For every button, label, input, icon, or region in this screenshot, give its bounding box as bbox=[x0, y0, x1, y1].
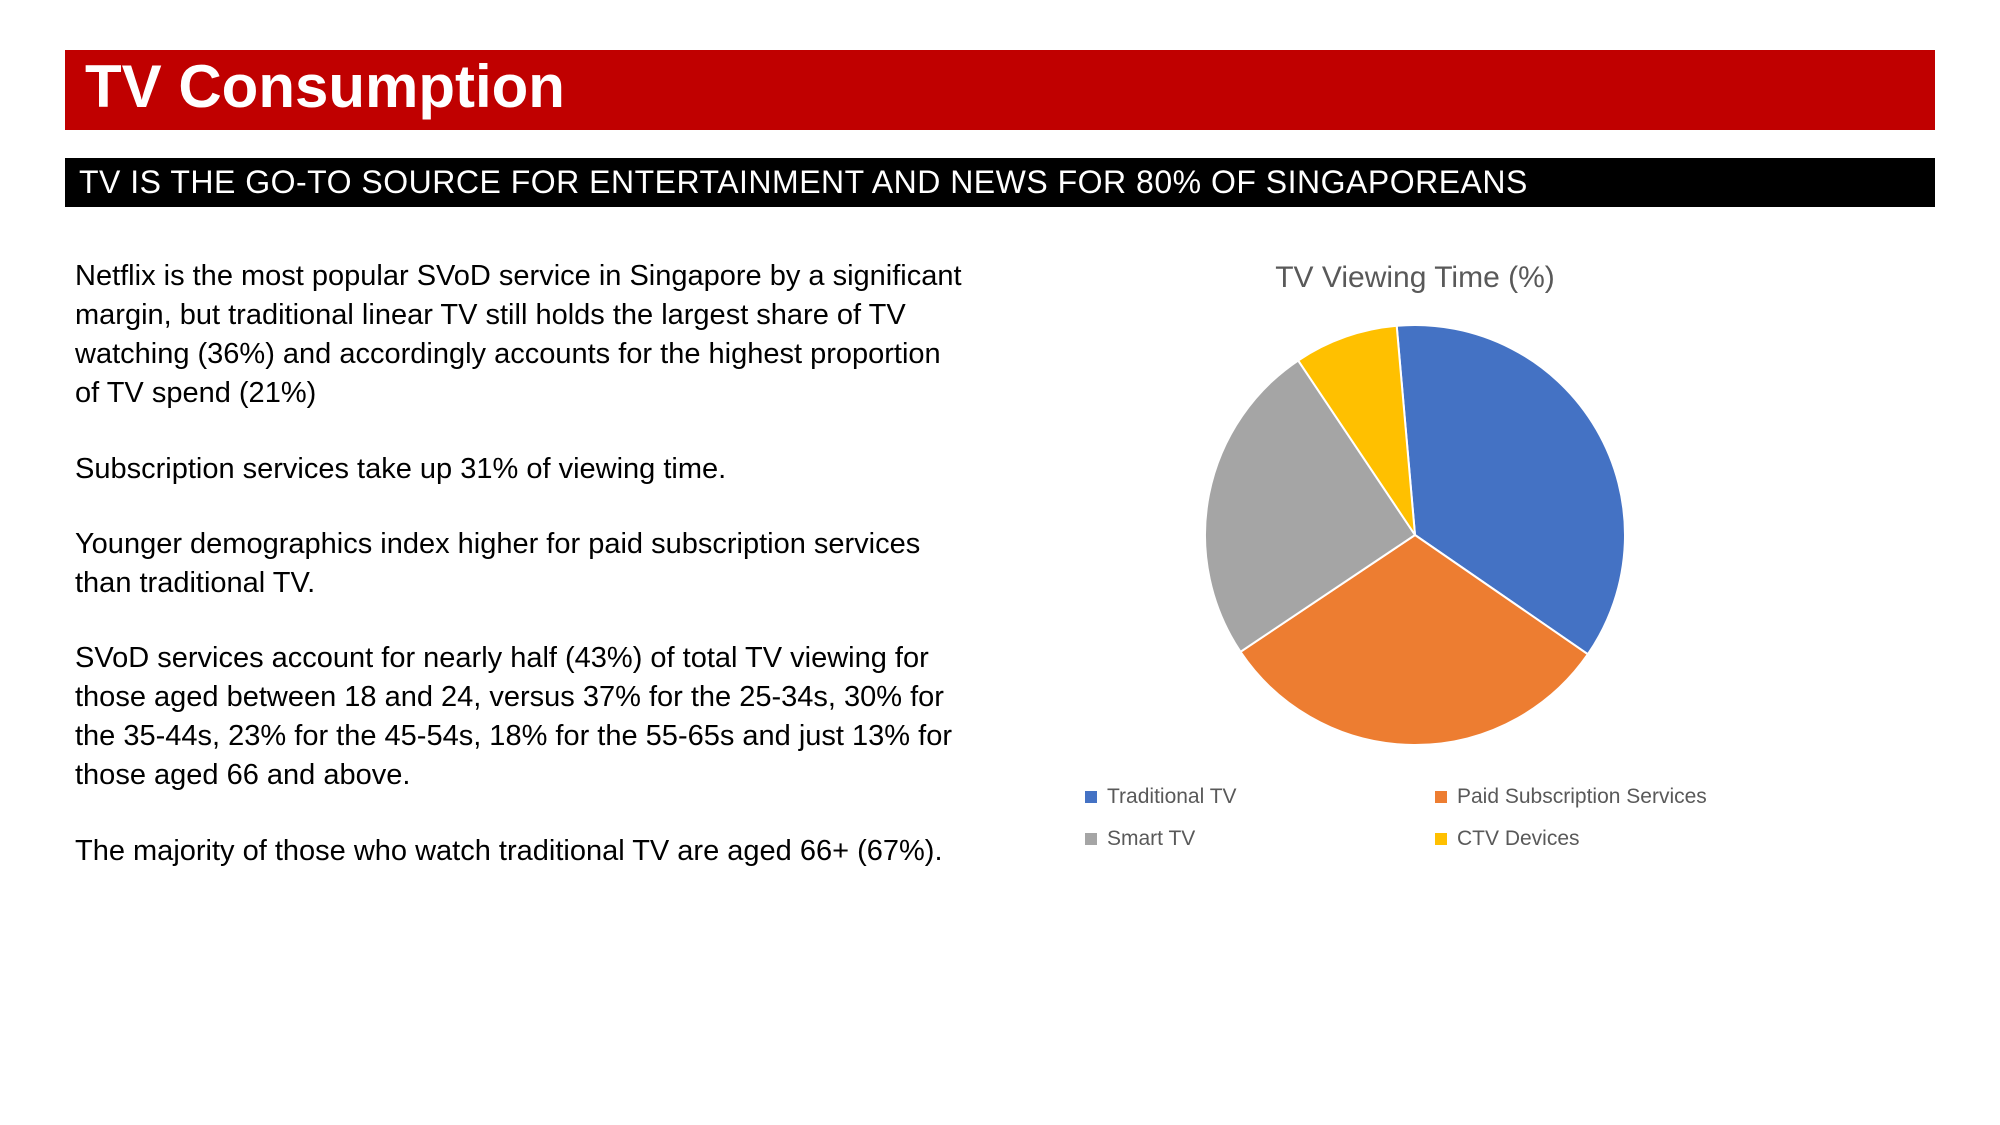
subtitle-bar: TV IS THE GO-TO SOURCE FOR ENTERTAINMENT… bbox=[65, 158, 1935, 207]
chart-title: TV Viewing Time (%) bbox=[1025, 261, 1805, 295]
page-subtitle: TV IS THE GO-TO SOURCE FOR ENTERTAINMENT… bbox=[79, 164, 1528, 200]
body-paragraph: SVoD services account for nearly half (4… bbox=[75, 639, 965, 796]
legend-label: Traditional TV bbox=[1107, 785, 1237, 809]
legend-swatch bbox=[1435, 833, 1447, 845]
legend-item: CTV Devices bbox=[1435, 827, 1765, 851]
body-paragraph: Subscription services take up 31% of vie… bbox=[75, 450, 965, 489]
body-text-column: Netflix is the most popular SVoD service… bbox=[65, 257, 965, 907]
chart-legend: Traditional TV Paid Subscription Services… bbox=[1025, 785, 1805, 851]
legend-item: Traditional TV bbox=[1085, 785, 1415, 809]
legend-label: CTV Devices bbox=[1457, 827, 1580, 851]
legend-item: Smart TV bbox=[1085, 827, 1415, 851]
title-bar: TV Consumption bbox=[65, 50, 1935, 130]
content-row: Netflix is the most popular SVoD service… bbox=[65, 257, 1935, 907]
chart-column: TV Viewing Time (%) Traditional TV Paid S… bbox=[1025, 257, 1805, 907]
body-paragraph: The majority of those who watch traditio… bbox=[75, 832, 965, 871]
legend-swatch bbox=[1435, 791, 1447, 803]
slide: TV Consumption TV IS THE GO-TO SOURCE FO… bbox=[0, 0, 2000, 1125]
pie-chart-wrap bbox=[1025, 315, 1805, 755]
legend-label: Paid Subscription Services bbox=[1457, 785, 1707, 809]
legend-swatch bbox=[1085, 791, 1097, 803]
legend-swatch bbox=[1085, 833, 1097, 845]
page-title: TV Consumption bbox=[85, 53, 565, 120]
pie-chart bbox=[1195, 315, 1635, 755]
body-paragraph: Netflix is the most popular SVoD service… bbox=[75, 257, 965, 414]
legend-label: Smart TV bbox=[1107, 827, 1195, 851]
body-paragraph: Younger demographics index higher for pa… bbox=[75, 525, 965, 603]
legend-item: Paid Subscription Services bbox=[1435, 785, 1765, 809]
